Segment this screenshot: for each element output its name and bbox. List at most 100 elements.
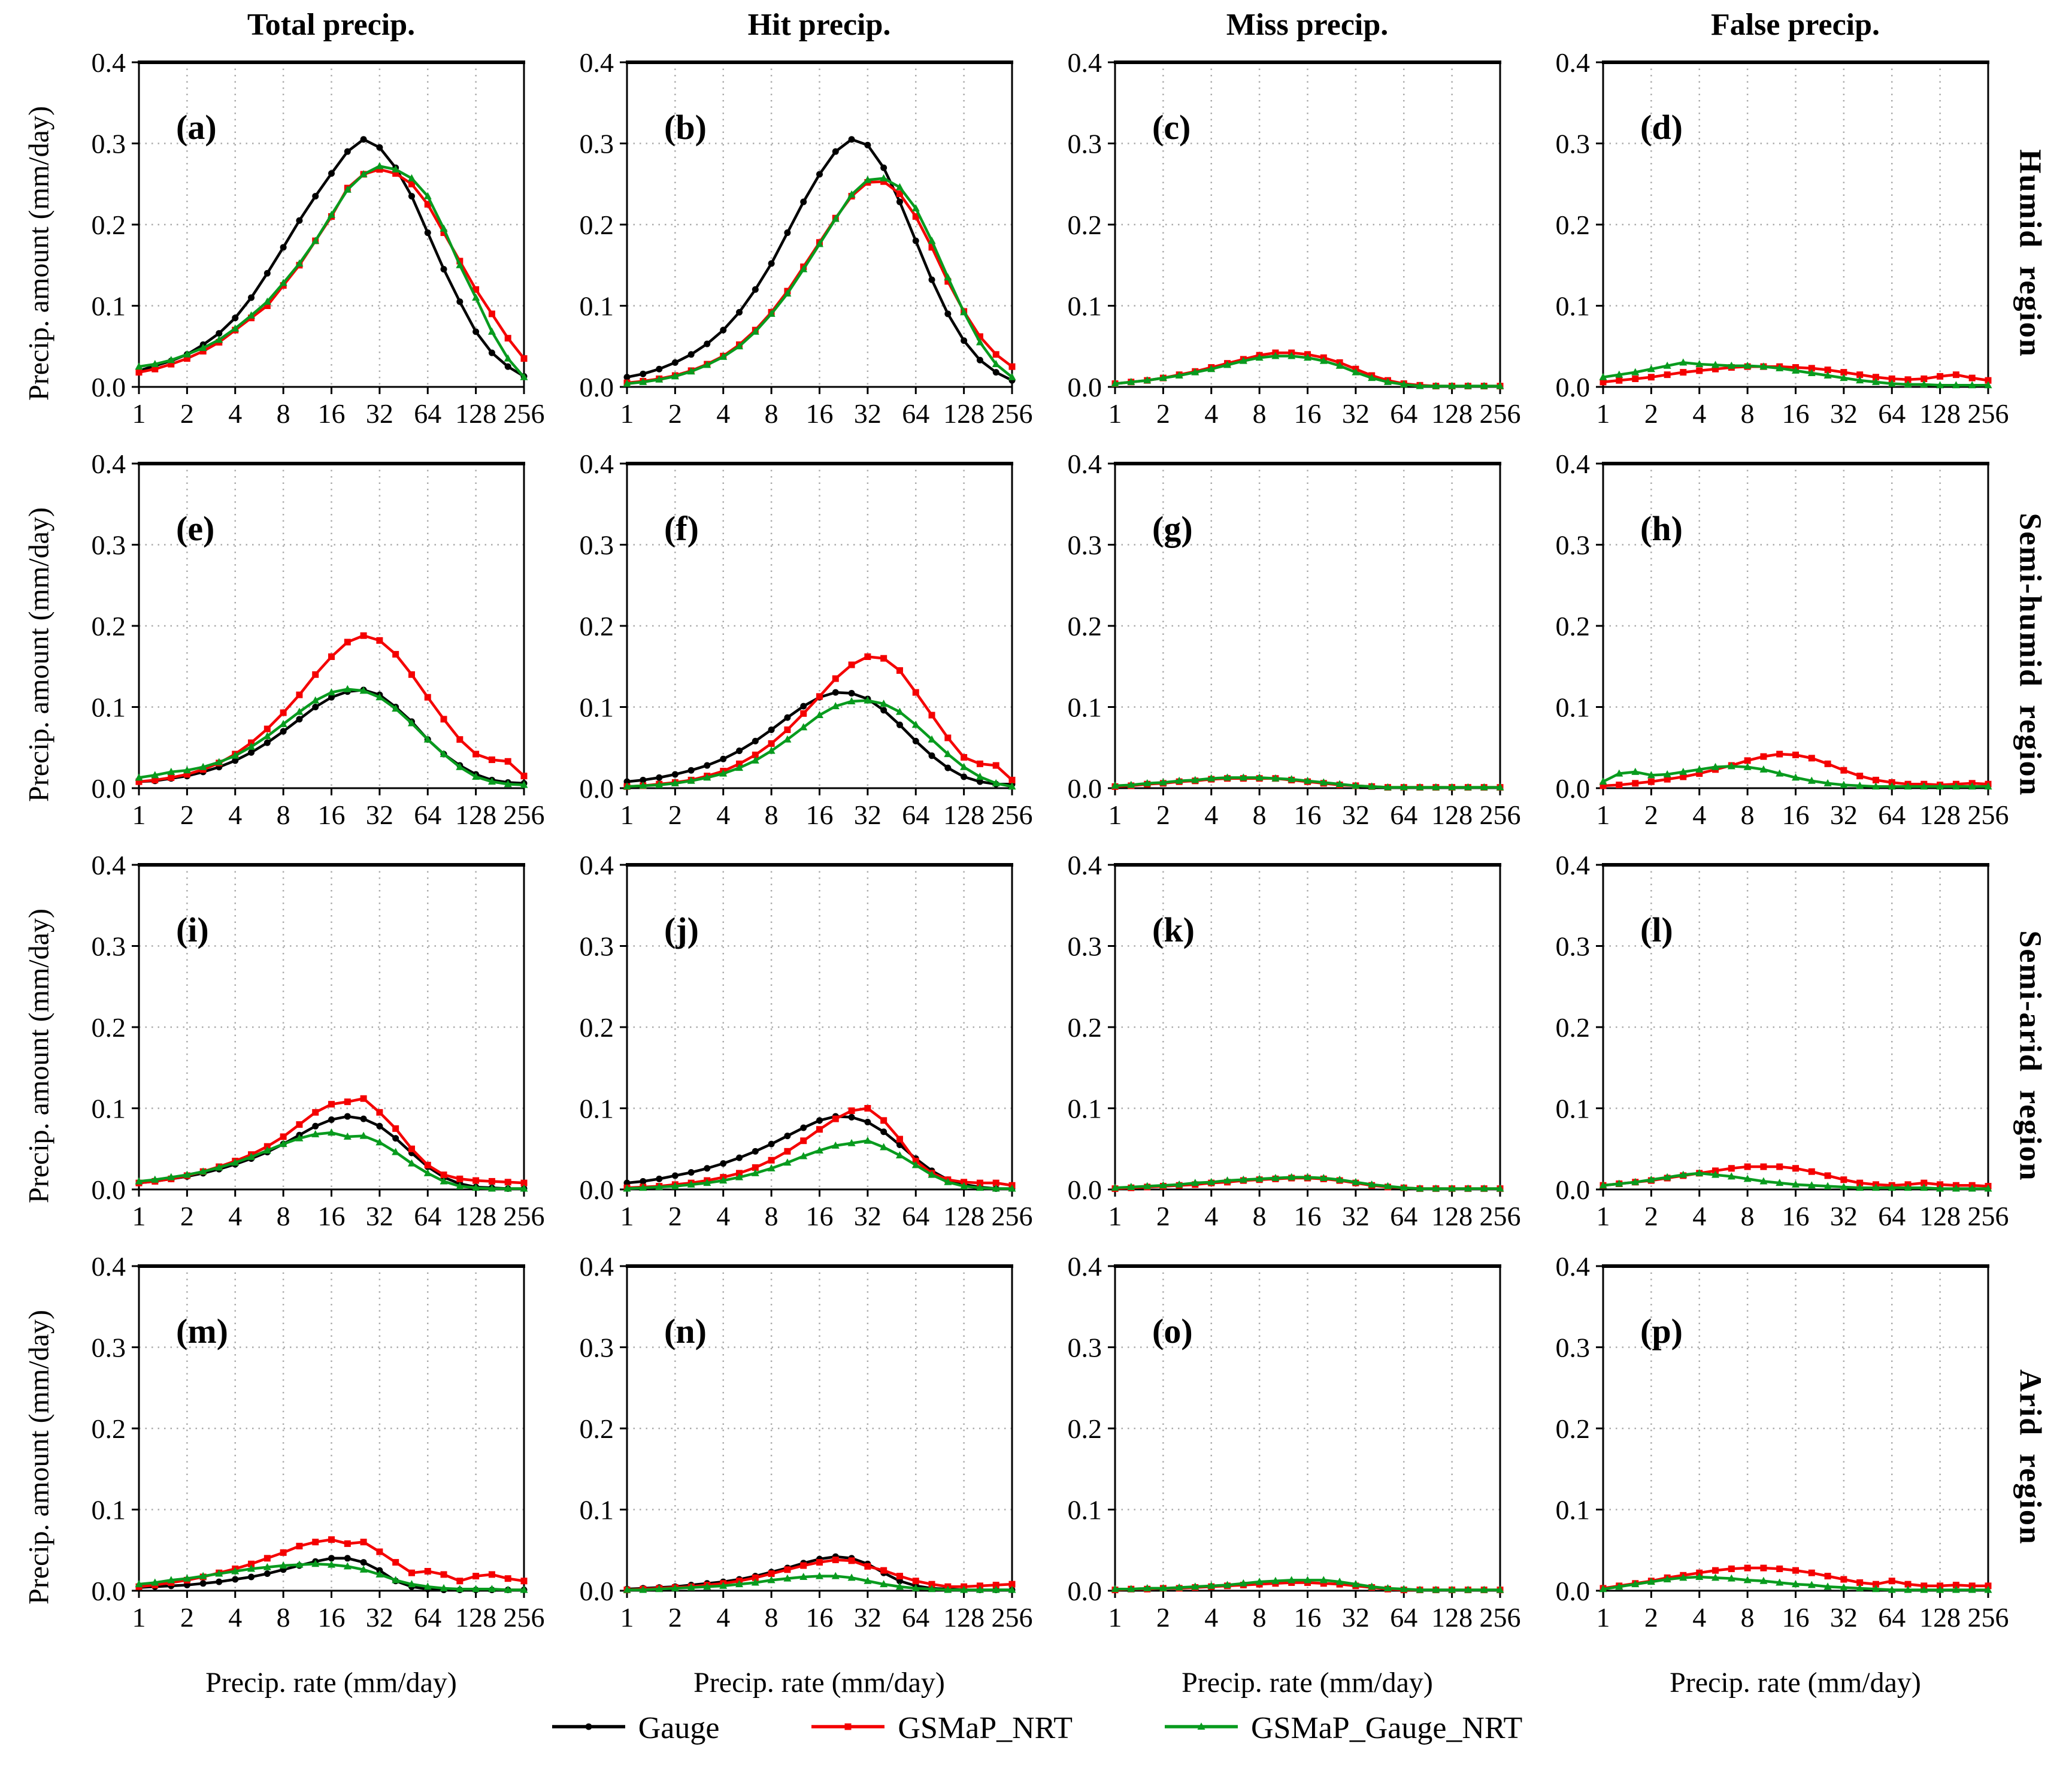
- panel-m-chart: 1 2 4 8 16 32 64 128 256 0.0 0.1 0.2 0.3 0.4 (m): [92, 1257, 545, 1633]
- svg-text:0.0: 0.0: [1068, 1174, 1102, 1205]
- svg-text:32: 32: [366, 398, 393, 429]
- svg-text:0.1: 0.1: [1068, 692, 1102, 723]
- svg-text:1: 1: [620, 1201, 634, 1231]
- svg-text:64: 64: [1390, 398, 1417, 429]
- svg-text:0.4: 0.4: [580, 855, 614, 880]
- panel-a: 1 2 4 8 16 32 64 128 256 0.0 0.1 0.2 0.3 0.4 (a): [60, 53, 548, 454]
- svg-text:0.0: 0.0: [92, 372, 126, 402]
- panel-n: 1 2 4 8 16 32 64 128 256 0.0 0.1 0.2 0.3 0.4 (n): [548, 1257, 1036, 1658]
- svg-text:0.2: 0.2: [1556, 210, 1591, 240]
- svg-text:0.2: 0.2: [92, 1012, 126, 1043]
- panel-letter: (n): [664, 1312, 707, 1351]
- panel-g-chart: 1 2 4 8 16 32 64 128 256 0.0 0.1 0.2 0.3 0.4 (g): [1068, 454, 1521, 830]
- panel-letter: (m): [176, 1312, 228, 1351]
- svg-text:128: 128: [1431, 1602, 1473, 1633]
- svg-text:0.2: 0.2: [1068, 611, 1102, 641]
- panel-d: 1 2 4 8 16 32 64 128 256 0.0 0.1 0.2 0.3 0.4 (d): [1524, 53, 2012, 454]
- svg-text:8: 8: [765, 800, 778, 830]
- legend-entry-gsmap-nrt: GSMaP_NRT: [809, 1711, 1073, 1746]
- spacer: [18, 1658, 60, 1705]
- svg-text:4: 4: [1204, 1201, 1218, 1231]
- svg-text:256: 256: [504, 1201, 545, 1231]
- panel-e-chart: 1 2 4 8 16 32 64 128 256 0.0 0.1 0.2 0.3 0.4 (e): [92, 454, 545, 830]
- svg-text:1: 1: [1597, 1201, 1610, 1231]
- svg-text:0.3: 0.3: [580, 931, 614, 962]
- svg-text:0.1: 0.1: [580, 1094, 614, 1124]
- panel-d-chart: 1 2 4 8 16 32 64 128 256 0.0 0.1 0.2 0.3 0.4 (d): [1556, 53, 2009, 429]
- panel-letter: (c): [1152, 108, 1191, 147]
- svg-text:0.4: 0.4: [580, 454, 614, 479]
- svg-text:32: 32: [366, 800, 393, 830]
- gsmap-nrt-line-marker-icon: [809, 1715, 887, 1742]
- svg-text:0.3: 0.3: [580, 530, 614, 561]
- svg-text:256: 256: [1968, 1201, 2009, 1231]
- svg-text:16: 16: [1294, 1602, 1322, 1633]
- svg-text:0.1: 0.1: [92, 291, 126, 322]
- panel-b-chart: 1 2 4 8 16 32 64 128 256 0.0 0.1 0.2 0.3 0.4 (b): [580, 53, 1033, 429]
- panel-letter: (o): [1152, 1312, 1193, 1351]
- panel-o: 1 2 4 8 16 32 64 128 256 0.0 0.1 0.2 0.3 0.4 (o): [1036, 1257, 1524, 1658]
- svg-text:2: 2: [668, 800, 682, 830]
- svg-text:0.3: 0.3: [1068, 931, 1102, 962]
- svg-text:256: 256: [1480, 1201, 1521, 1231]
- svg-text:16: 16: [1782, 1201, 1810, 1231]
- svg-text:128: 128: [943, 398, 984, 429]
- svg-text:256: 256: [504, 800, 545, 830]
- svg-text:64: 64: [1390, 1201, 1417, 1231]
- svg-text:2: 2: [1156, 1201, 1170, 1231]
- svg-text:0.2: 0.2: [580, 1012, 614, 1043]
- svg-text:0.1: 0.1: [1068, 291, 1102, 322]
- svg-text:0.0: 0.0: [1068, 372, 1102, 402]
- svg-text:4: 4: [716, 1602, 730, 1633]
- svg-text:64: 64: [1878, 398, 1906, 429]
- row-label-semi-arid: Semi-arid region: [2013, 930, 2047, 1182]
- svg-text:256: 256: [1968, 1602, 2009, 1633]
- svg-text:128: 128: [455, 800, 496, 830]
- svg-text:32: 32: [1342, 800, 1370, 830]
- row-label-cell: Semi-humid region: [2012, 454, 2048, 855]
- panel-c-chart: 1 2 4 8 16 32 64 128 256 0.0 0.1 0.2 0.3 0.4 (c): [1068, 53, 1521, 429]
- svg-text:4: 4: [228, 398, 242, 429]
- svg-text:0.4: 0.4: [1068, 53, 1102, 78]
- panel-letter: (p): [1640, 1312, 1683, 1351]
- svg-text:0.3: 0.3: [1068, 1333, 1102, 1363]
- svg-text:0.4: 0.4: [92, 1257, 126, 1282]
- svg-text:32: 32: [366, 1602, 393, 1633]
- svg-text:8: 8: [1741, 1201, 1755, 1231]
- svg-text:64: 64: [414, 398, 441, 429]
- svg-text:64: 64: [902, 800, 929, 830]
- svg-text:4: 4: [1692, 1201, 1706, 1231]
- svg-text:16: 16: [318, 1201, 346, 1231]
- svg-text:4: 4: [1692, 1602, 1706, 1633]
- panel-b: 1 2 4 8 16 32 64 128 256 0.0 0.1 0.2 0.3 0.4 (b): [548, 53, 1036, 454]
- svg-text:64: 64: [902, 1602, 929, 1633]
- spacer: [18, 2, 60, 53]
- svg-text:32: 32: [1342, 1201, 1370, 1231]
- panel-i: 1 2 4 8 16 32 64 128 256 0.0 0.1 0.2 0.3 0.4 (i): [60, 855, 548, 1257]
- svg-text:0.3: 0.3: [92, 530, 126, 561]
- svg-text:0.2: 0.2: [92, 611, 126, 641]
- svg-text:64: 64: [1390, 1602, 1417, 1633]
- svg-text:0.3: 0.3: [580, 1333, 614, 1363]
- svg-text:64: 64: [902, 398, 929, 429]
- svg-text:4: 4: [1204, 1602, 1218, 1633]
- x-axis-label: Precip. rate (mm/day): [1182, 1667, 1433, 1699]
- svg-text:0.0: 0.0: [580, 1174, 614, 1205]
- svg-text:0.2: 0.2: [1068, 1413, 1102, 1444]
- column-title-false: False precip.: [1710, 8, 1880, 42]
- svg-text:32: 32: [854, 1602, 881, 1633]
- panel-n-chart: 1 2 4 8 16 32 64 128 256 0.0 0.1 0.2 0.3 0.4 (n): [580, 1257, 1033, 1633]
- svg-text:8: 8: [765, 1201, 778, 1231]
- svg-text:0.4: 0.4: [92, 53, 126, 78]
- svg-text:128: 128: [455, 1201, 496, 1231]
- svg-text:256: 256: [992, 1201, 1033, 1231]
- svg-text:0.4: 0.4: [1068, 855, 1102, 880]
- svg-text:128: 128: [943, 800, 984, 830]
- svg-text:2: 2: [1156, 800, 1170, 830]
- svg-text:1: 1: [1597, 800, 1610, 830]
- svg-text:0.0: 0.0: [580, 1576, 614, 1606]
- y-axis-label-cell: Precip. amount (mm/day): [18, 1257, 60, 1658]
- spacer: [2012, 1658, 2048, 1705]
- svg-text:16: 16: [806, 398, 834, 429]
- svg-text:32: 32: [1830, 1602, 1858, 1633]
